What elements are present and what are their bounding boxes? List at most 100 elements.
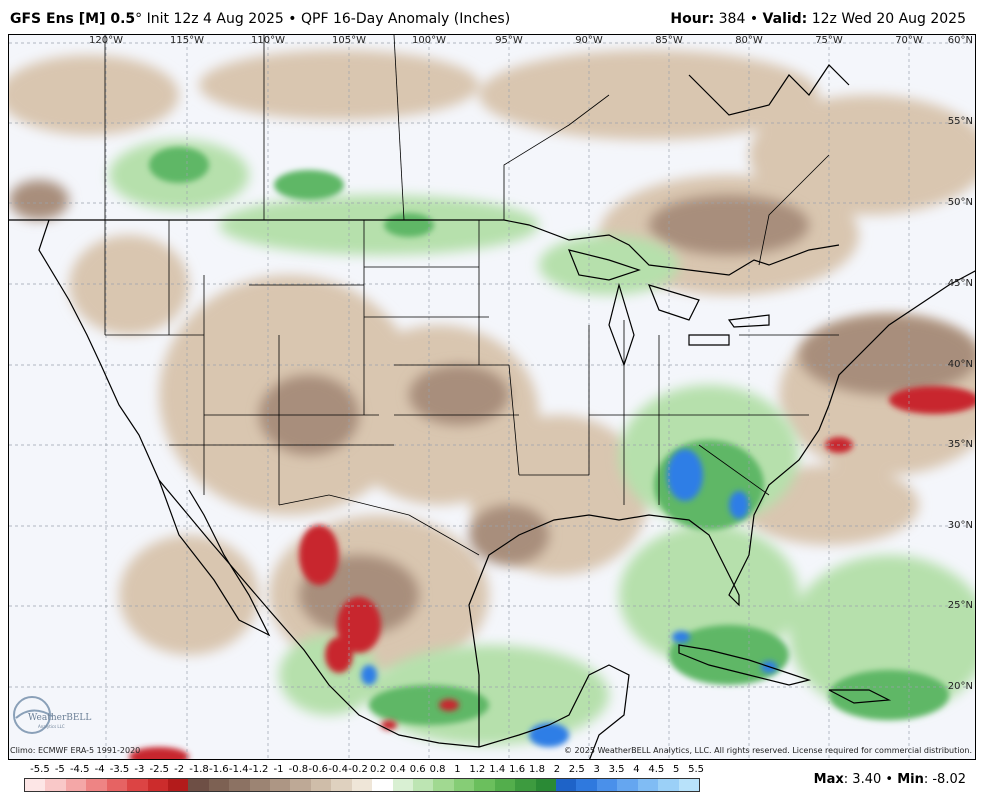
colorbar-swatch xyxy=(658,779,679,791)
colorbar-swatch xyxy=(453,779,475,791)
colorbar-tick-label: 0.8 xyxy=(429,764,446,775)
colorbar-swatch xyxy=(167,779,189,791)
max-min-stats: Max: 3.40 • Min: -8.02 xyxy=(813,772,966,787)
colorbar-tick-label: 0.6 xyxy=(409,764,426,775)
colorbar-swatch xyxy=(229,779,250,791)
colorbar-tick-label: 1.8 xyxy=(529,764,545,775)
lon-label: 75°W xyxy=(815,35,843,46)
hour-value: 384 xyxy=(714,11,746,27)
colorbar-tick-label: -2.5 xyxy=(149,764,169,775)
lon-label: 105°W xyxy=(332,35,366,46)
logo-text: WeatherBELL xyxy=(28,713,91,723)
colorbar-tick-label: 1.2 xyxy=(469,764,486,775)
colorbar-tick-label: -1.2 xyxy=(248,764,269,775)
weatherbell-logo: WeatherBELL Analytics LLC xyxy=(13,696,91,734)
logo-subtext: Analytics LLC xyxy=(38,724,65,729)
colorbar-tick-label: 5 xyxy=(672,764,680,775)
colorbar-swatch xyxy=(617,779,638,791)
colorbar-swatch xyxy=(188,779,209,791)
colorbar-swatch xyxy=(249,779,271,791)
colorbar-swatch xyxy=(208,779,230,791)
colorbar-swatch xyxy=(678,779,699,791)
colorbar-swatch xyxy=(555,779,577,791)
colorbar-tick-label: -1.8 xyxy=(189,764,209,775)
colorbar-tick-label: -2 xyxy=(174,764,185,775)
lat-label: 60°N xyxy=(947,35,973,46)
colorbar-tick-label: 3.5 xyxy=(608,764,625,775)
colorbar-swatch xyxy=(515,779,536,791)
colorbar-swatch xyxy=(310,779,332,791)
lon-label: 115°W xyxy=(170,35,204,46)
colorbar-tick-label: -0.6 xyxy=(308,764,329,775)
valid-time: Hour: 384 • Valid: 12z Wed 20 Aug 2025 xyxy=(670,11,966,27)
colorbar-tick-label: 4 xyxy=(633,764,640,775)
lat-label: 55°N xyxy=(947,116,973,127)
colorbar-tick-label: 1.6 xyxy=(509,764,526,775)
colorbar-swatch xyxy=(474,779,495,791)
product-name: QPF 16-Day Anomaly (Inches) xyxy=(301,11,511,27)
colorbar-tick-label: 3 xyxy=(593,764,600,775)
lon-label: 85°W xyxy=(655,35,683,46)
colorbar-tick-label: -1 xyxy=(273,764,284,775)
lat-label: 20°N xyxy=(947,681,973,692)
lat-label: 25°N xyxy=(947,600,973,611)
colorbar-tick-label: -5.5 xyxy=(30,764,50,775)
colorbar-swatch xyxy=(372,779,393,791)
colorbar-ticks: -5.5 -5 -4.5 -4 -3.5 -3 -2.5 -2 -1.8 -1.6 -1.4 -1.2… xyxy=(24,764,704,776)
colorbar-swatch xyxy=(127,779,148,791)
colorbar-swatch xyxy=(86,779,107,791)
colorbar-swatch xyxy=(596,779,618,791)
colorbar-tick-label: -0.8 xyxy=(288,764,309,775)
valid-value: 12z Wed 20 Aug 2025 xyxy=(807,11,966,27)
lon-label: 120°W xyxy=(89,35,123,46)
colorbar-swatch xyxy=(351,779,373,791)
lat-label: 30°N xyxy=(947,520,973,531)
colorbar-tick-label: 0.2 xyxy=(369,764,386,775)
colorbar-swatch xyxy=(290,779,311,791)
colorbar-tick-label: -1.6 xyxy=(209,764,229,775)
lon-label: 100°W xyxy=(412,35,446,46)
colorbar-tick-label: 1 xyxy=(454,764,461,775)
colorbar-tick-label: -4 xyxy=(94,764,105,775)
colorbar-tick-label: -5 xyxy=(54,764,65,775)
colorbar-swatch xyxy=(106,779,128,791)
colorbar-tick-label: 5.5 xyxy=(688,764,704,775)
colorbar-swatch xyxy=(25,779,46,791)
map-canvas xyxy=(9,35,975,759)
colorbar-swatch xyxy=(494,779,516,791)
colorbar-tick-label: 0.4 xyxy=(389,764,406,775)
colorbar-swatch xyxy=(45,779,66,791)
colorbar-tick-label: -3.5 xyxy=(109,764,130,775)
colorbar-tick-label: -3 xyxy=(134,764,145,775)
colorbar-swatch xyxy=(535,779,556,791)
lon-label: 110°W xyxy=(251,35,285,46)
lat-label: 40°N xyxy=(947,359,973,370)
colorbar-tick-label: -0.2 xyxy=(348,764,368,775)
header-bar: GFS Ens [M] 0.5° Init 12z 4 Aug 2025 • Q… xyxy=(0,0,984,34)
max-value: : 3.40 xyxy=(843,772,882,787)
colorbar-swatch xyxy=(637,779,659,791)
colorbar-tick-label: 4.5 xyxy=(648,764,665,775)
colorbar-swatch xyxy=(576,779,597,791)
lon-label: 80°W xyxy=(735,35,763,46)
lat-label: 50°N xyxy=(947,197,973,208)
colorbar-swatch xyxy=(433,779,454,791)
colorbar xyxy=(24,778,700,792)
model-title: GFS Ens [M] 0.5° Init 12z 4 Aug 2025 • Q… xyxy=(10,11,511,27)
model-name: GFS Ens [M] 0.5 xyxy=(10,11,136,27)
colorbar-tick-label: -4.5 xyxy=(69,764,90,775)
anomaly-map: 120°W 115°W 110°W 105°W 100°W 95°W 90°W … xyxy=(8,34,976,760)
init-time: Init 12z 4 Aug 2025 xyxy=(142,11,284,27)
min-value: : -8.02 xyxy=(923,772,966,787)
colorbar-tick-label: -0.4 xyxy=(328,764,348,775)
lat-label: 45°N xyxy=(947,278,973,289)
colorbar-tick-label: 2.5 xyxy=(568,764,585,775)
lon-label: 95°W xyxy=(495,35,523,46)
lon-label: 90°W xyxy=(575,35,603,46)
colorbar-swatch xyxy=(413,779,434,791)
colorbar-swatch xyxy=(147,779,168,791)
colorbar-swatch xyxy=(392,779,414,791)
colorbar-tick-label: -1.4 xyxy=(228,764,249,775)
colorbar-swatch xyxy=(270,779,291,791)
lon-label: 70°W xyxy=(895,35,923,46)
